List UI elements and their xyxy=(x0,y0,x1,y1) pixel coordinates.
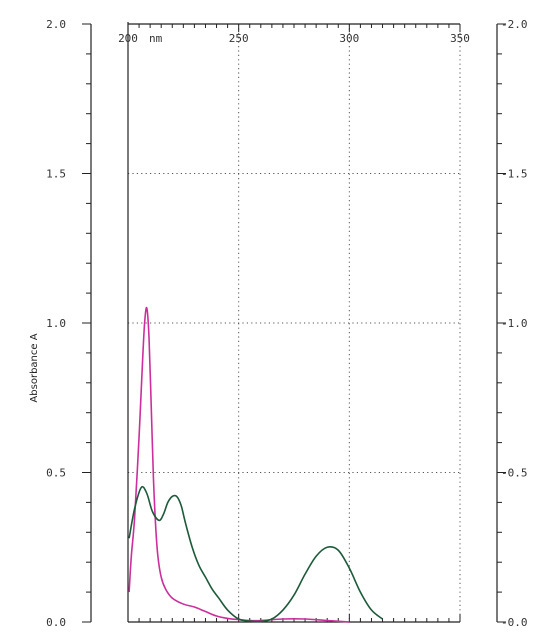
x-tick-label: 200 xyxy=(118,32,138,45)
series-lines xyxy=(128,306,384,623)
y-tick-label: 0.5 xyxy=(46,467,66,480)
right-y-tick-label: -0.5 xyxy=(501,467,528,480)
right-y-tick-label: -1.5 xyxy=(501,168,528,181)
x-tick-label: 350 xyxy=(450,32,470,45)
x-tick-label: 300 xyxy=(339,32,359,45)
y-tick-label: 2.0 xyxy=(46,18,66,31)
y-axis-label: Absorbance A xyxy=(29,333,40,402)
axes xyxy=(90,22,498,623)
right-y-tick-label: -2.0 xyxy=(501,18,528,31)
series-line-green xyxy=(128,485,384,623)
y-tick-label: 1.0 xyxy=(46,317,66,330)
right-y-tick-label: -1.0 xyxy=(501,317,528,330)
grid xyxy=(128,24,461,622)
series-line-magenta xyxy=(128,306,350,623)
x-tick-label: 250 xyxy=(229,32,249,45)
y-tick-label: 1.5 xyxy=(46,168,66,181)
y-tick-label: 0.0 xyxy=(46,616,66,628)
right-y-tick-label: -0.0 xyxy=(501,616,528,628)
tick-labels: 200 250 300 350 0.0 0.5 1.0 1.5 2.0 -0.0 -0.5 -1.0 -… xyxy=(46,18,528,629)
x-unit-label: nm xyxy=(149,32,163,45)
